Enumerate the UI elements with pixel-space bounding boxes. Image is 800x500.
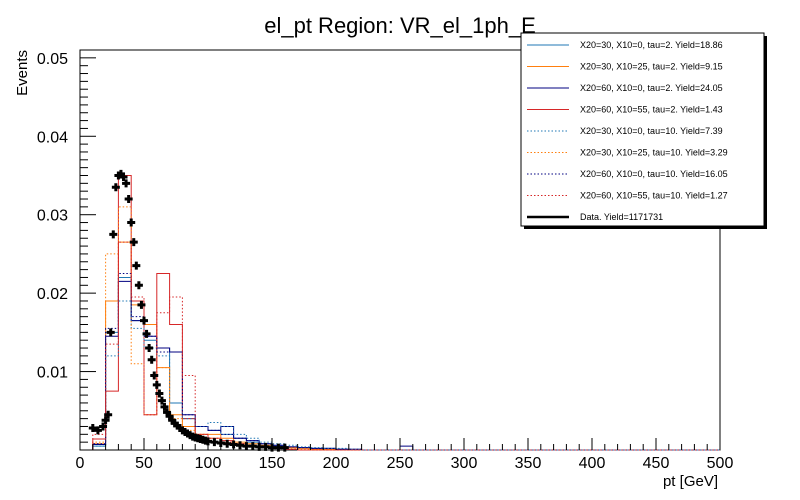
data-point [119, 173, 128, 182]
data-point [101, 416, 110, 425]
y-tick-label: 0.01 [37, 365, 68, 382]
data-point [160, 402, 169, 411]
legend-entry-label: X20=30, X10=0, tau=10. Yield=7.39 [580, 126, 723, 136]
x-tick-label: 150 [259, 455, 286, 472]
legend-box [520, 32, 765, 227]
data-point [93, 426, 102, 435]
x-tick-label: 300 [451, 455, 478, 472]
legend: X20=30, X10=0, tau=2. Yield=18.86 X20=30,… [520, 32, 767, 229]
x-tick-label: 50 [135, 455, 153, 472]
mc-histogram-series-1 [92, 276, 720, 451]
legend-entry-label: Data. Yield=1171731 [580, 212, 663, 222]
data-point [122, 179, 131, 188]
chart-title: el_pt Region: VR_el_1ph_E [264, 13, 536, 38]
data-point [129, 238, 138, 247]
data-point [145, 344, 154, 353]
data-point [111, 183, 120, 192]
legend-entry-label: X20=30, X10=25, tau=2. Yield=9.15 [580, 62, 723, 72]
data-point [99, 422, 108, 431]
data-point [140, 316, 148, 325]
y-axis-label: Events [14, 50, 31, 96]
legend-entry-label: X20=60, X10=0, tau=2. Yield=24.05 [580, 83, 723, 93]
data-point [109, 230, 118, 239]
y-tick-label: 0.05 [37, 51, 68, 68]
x-tick-label: 200 [323, 455, 350, 472]
legend-entry-label: X20=30, X10=25, tau=10. Yield=3.29 [580, 148, 728, 158]
data-point [157, 396, 166, 405]
data-point [155, 389, 164, 398]
legend-entry-label: X20=60, X10=0, tau=10. Yield=16.05 [580, 169, 728, 179]
legend-entry-label: X20=60, X10=55, tau=10. Yield=1.27 [580, 191, 728, 201]
data-point [88, 424, 97, 433]
x-tick-label: 500 [707, 455, 734, 472]
data-point [147, 355, 156, 364]
y-tick-label: 0.03 [37, 208, 68, 225]
x-tick-label: 350 [515, 455, 542, 472]
mc-histogram-series-6 [92, 206, 720, 451]
mc-histogram-series-5 [92, 300, 720, 451]
legend-entry-label: X20=60, X10=55, tau=2. Yield=1.43 [580, 105, 723, 115]
axis-ticks: 0 50 100 150 200 250 300 350 400 450 500 0.01 0.02 0.… [37, 49, 734, 472]
x-tick-label: 250 [387, 455, 414, 472]
data-point [127, 218, 136, 227]
data-point [134, 281, 143, 290]
x-tick-label: 100 [195, 455, 222, 472]
x-tick-label: 0 [76, 455, 85, 472]
y-tick-label: 0.02 [37, 286, 68, 303]
mc-histogram-series-3 [92, 280, 720, 451]
x-tick-label: 400 [579, 455, 606, 472]
x-tick-label: 450 [643, 455, 670, 472]
y-tick-label: 0.04 [37, 129, 68, 146]
data-point [142, 329, 151, 338]
data-point [152, 380, 161, 389]
data-point [104, 410, 113, 419]
data-point [124, 195, 133, 204]
data-point [106, 328, 115, 337]
x-axis-label: pt [GeV] [663, 473, 718, 490]
data-point [137, 300, 146, 309]
legend-entry-label: X20=30, X10=0, tau=2. Yield=18.86 [580, 40, 723, 50]
data-point [150, 371, 159, 380]
mc-histogram-series-7 [92, 273, 720, 451]
data-point [132, 261, 141, 270]
